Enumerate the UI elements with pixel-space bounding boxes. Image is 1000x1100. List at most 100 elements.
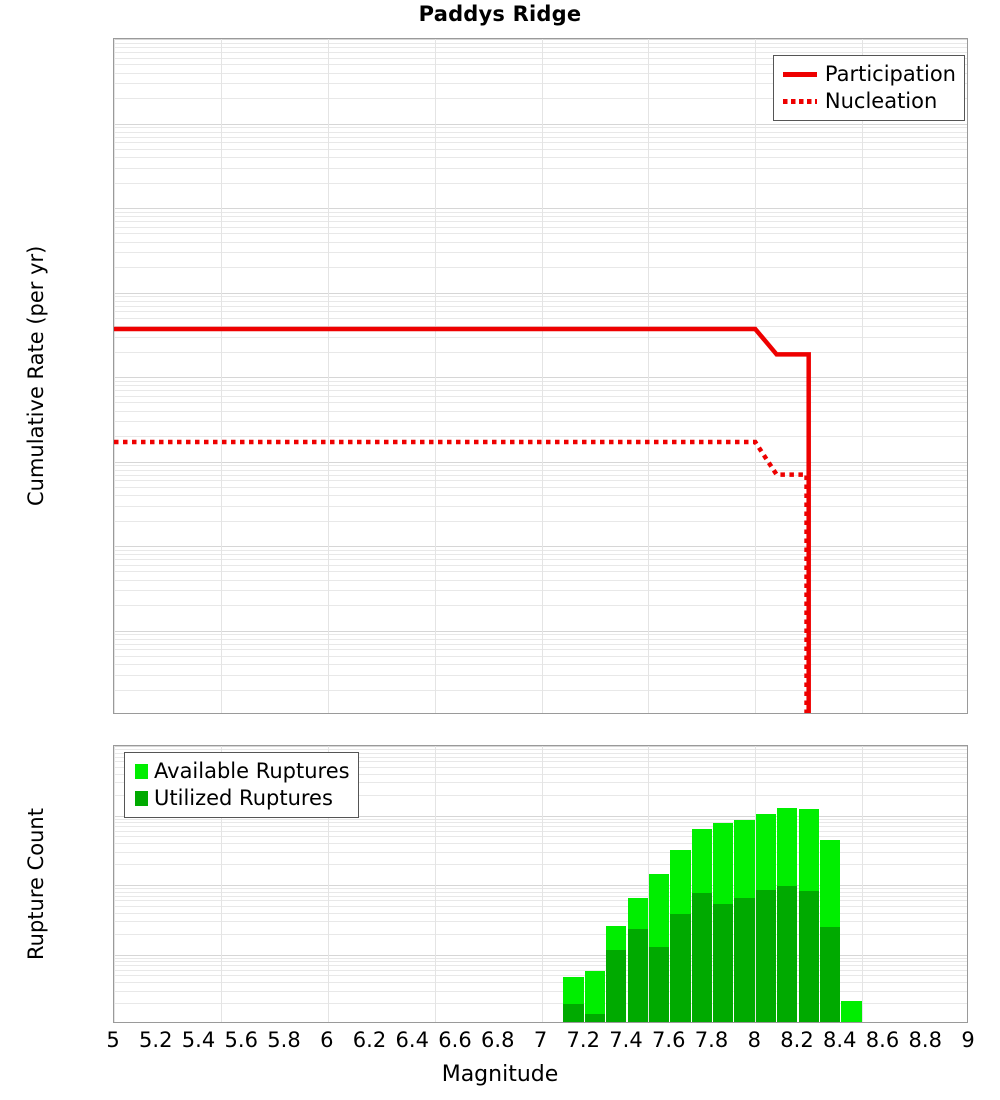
- grid-line: [114, 766, 967, 768]
- grid-line-vertical: [862, 746, 864, 1022]
- grid-line: [114, 559, 967, 561]
- grid-line: [114, 221, 967, 223]
- count-legend: Available Ruptures Utilized Ruptures: [124, 752, 359, 818]
- grid-line: [114, 957, 967, 959]
- grid-line-vertical: [327, 39, 329, 713]
- grid-line-vertical: [862, 39, 864, 713]
- grid-line-vertical: [648, 746, 650, 1022]
- utilized-ruptures-segment: [691, 892, 712, 1022]
- grid-line-vertical: [755, 746, 757, 1022]
- grid-line: [114, 773, 967, 775]
- legend-item-utilized-ruptures: Utilized Ruptures: [133, 785, 350, 812]
- grid-line-vertical: [434, 746, 436, 1022]
- grid-line: [114, 480, 967, 482]
- x-axis-label: Magnitude: [441, 1062, 559, 1087]
- utilized-ruptures-segment: [606, 949, 627, 1022]
- grid-line: [114, 402, 967, 404]
- x-tick-label: 5.4: [181, 1028, 216, 1052]
- count-y-axis-label: Rupture Count: [24, 808, 48, 960]
- rupture-bar: [563, 746, 584, 1022]
- grid-line: [114, 749, 967, 751]
- x-tick-label: 8: [747, 1028, 761, 1052]
- available-ruptures-segment: [841, 1001, 862, 1022]
- x-tick-label: 6: [320, 1028, 334, 1052]
- grid-line: [114, 142, 967, 144]
- grid-line: [114, 495, 967, 497]
- rupture-count-plot: Available Ruptures Utilized Ruptures: [113, 745, 968, 1023]
- grid-line: [114, 818, 967, 820]
- grid-line: [114, 64, 967, 66]
- grid-line: [114, 421, 967, 423]
- grid-line: [114, 634, 967, 636]
- grid-line: [114, 241, 967, 243]
- grid-line: [114, 590, 967, 592]
- grid-line: [114, 326, 967, 328]
- grid-line: [114, 851, 967, 853]
- rupture-bar: [691, 746, 712, 1022]
- grid-line: [114, 689, 967, 691]
- grid-line: [114, 782, 967, 784]
- grid-line: [114, 410, 967, 412]
- grid-line: [114, 961, 967, 963]
- grid-line: [114, 746, 967, 747]
- utilized-ruptures-segment: [627, 928, 648, 1022]
- rate-y-axis-label: Cumulative Rate (per yr): [24, 245, 48, 506]
- grid-line: [114, 336, 967, 338]
- rupture-bar: [734, 746, 755, 1022]
- grid-line-vertical: [434, 39, 436, 713]
- utilized-ruptures-segment: [798, 890, 819, 1022]
- utilized-ruptures-segment: [563, 1004, 584, 1022]
- rupture-bar: [841, 746, 862, 1022]
- grid-line-vertical: [541, 746, 543, 1022]
- utilized-ruptures-segment: [734, 898, 755, 1022]
- rupture-bar: [755, 746, 777, 1022]
- x-tick-label: 7.6: [652, 1028, 686, 1052]
- grid-line: [114, 990, 967, 992]
- x-tick-label: 9: [961, 1028, 975, 1052]
- available-ruptures-swatch-icon: [135, 764, 148, 779]
- rupture-bar: [798, 746, 819, 1022]
- grid-line: [114, 39, 967, 40]
- grid-line: [114, 42, 967, 44]
- grid-line-vertical: [327, 746, 329, 1022]
- grid-line: [114, 136, 967, 138]
- grid-line: [114, 643, 967, 645]
- utilized-ruptures-segment: [584, 1014, 606, 1022]
- grid-line: [114, 826, 967, 828]
- legend-label-nucleation: Nucleation: [824, 89, 938, 113]
- grid-line: [114, 436, 967, 438]
- grid-line: [114, 226, 967, 228]
- rate-curves-svg: [114, 326, 811, 713]
- rupture-bar: [777, 746, 798, 1022]
- grid-line: [114, 815, 967, 817]
- grid-line: [114, 57, 967, 59]
- grid-line-vertical: [114, 39, 115, 713]
- grid-line: [114, 794, 967, 796]
- nucleation-line-icon: [782, 94, 818, 110]
- grid-line: [114, 385, 967, 387]
- grid-line: [114, 830, 967, 832]
- grid-line: [114, 208, 967, 209]
- grid-line: [114, 474, 967, 476]
- utilized-ruptures-segment: [819, 927, 841, 1022]
- legend-label-utilized-ruptures: Utilized Ruptures: [154, 786, 333, 810]
- utilized-ruptures-segment: [777, 886, 798, 1022]
- grid-line: [114, 905, 967, 907]
- grid-line: [114, 300, 967, 302]
- x-tick-label: 8.8: [908, 1028, 942, 1052]
- utilized-ruptures-segment: [755, 889, 777, 1022]
- grid-line: [114, 564, 967, 566]
- x-tick-label: 6.4: [395, 1028, 429, 1052]
- grid-line: [114, 98, 967, 100]
- grid-line: [114, 965, 967, 967]
- grid-line: [114, 982, 967, 984]
- grid-line: [114, 630, 967, 632]
- grid-line: [114, 377, 967, 378]
- grid-line: [114, 843, 967, 845]
- grid-line: [114, 305, 967, 307]
- rupture-bar: [713, 746, 734, 1022]
- grid-line: [114, 380, 967, 382]
- grid-line: [114, 233, 967, 235]
- grid-line: [114, 52, 967, 54]
- legend-item-available-ruptures: Available Ruptures: [133, 758, 350, 785]
